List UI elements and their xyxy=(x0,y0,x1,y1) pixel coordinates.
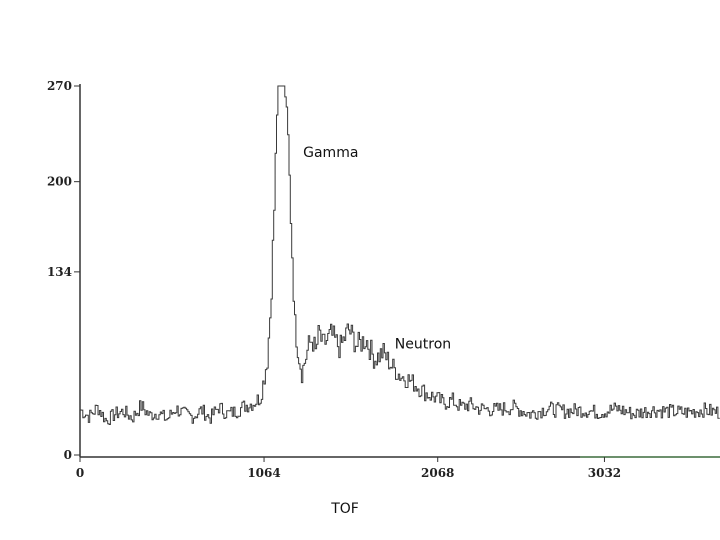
annotation-label: Gamma xyxy=(303,145,358,161)
y-ticks: 0 134 200 270 xyxy=(47,79,80,462)
y-tick-label: 0 xyxy=(64,448,72,462)
chart-axes xyxy=(79,84,720,458)
y-tick-label: 270 xyxy=(47,79,72,93)
x-tick-label: 0 xyxy=(76,466,84,480)
x-tick-label: 1064 xyxy=(247,466,280,480)
chart-annotations: Gamma Neutron xyxy=(303,145,451,352)
x-tick-label: 2068 xyxy=(421,466,454,480)
y-tick-label: 134 xyxy=(47,265,72,279)
x-ticks: 0 1064 2068 3032 xyxy=(76,457,621,480)
y-tick-label: 200 xyxy=(47,175,72,189)
x-axis-label: TOF xyxy=(330,501,359,517)
annotation-label: Neutron xyxy=(395,336,451,352)
x-tick-label: 3032 xyxy=(588,466,621,480)
series-line xyxy=(80,85,720,425)
